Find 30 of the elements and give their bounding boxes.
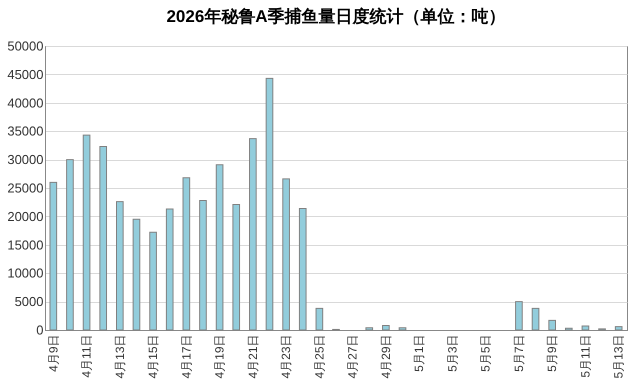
y-tick-label: 50000 bbox=[7, 38, 44, 54]
y-tick-label: 30000 bbox=[7, 152, 44, 168]
y-tick-label: 0 bbox=[36, 322, 44, 338]
y-tick-label: 10000 bbox=[7, 266, 44, 281]
y-tick-label: 35000 bbox=[7, 124, 44, 139]
x-tick-label: 4月21日 bbox=[246, 334, 260, 379]
x-tick-label: 5月5日 bbox=[478, 334, 493, 372]
y-tick-label: 15000 bbox=[7, 237, 44, 252]
x-tick-label: 5月3日 bbox=[445, 334, 460, 372]
x-tick-label: 4月27日 bbox=[346, 334, 360, 379]
y-tick-label: 25000 bbox=[7, 180, 44, 196]
x-tick-label: 4月15日 bbox=[146, 334, 160, 379]
y-tick-label: 45000 bbox=[7, 66, 44, 82]
x-tick-label: 4月29日 bbox=[378, 334, 393, 379]
x-tick-label: 4月25日 bbox=[312, 334, 326, 379]
x-tick-label: 5月9日 bbox=[545, 334, 560, 372]
chart-title: 2026年秘鲁A季捕鱼量日度统计（单位：吨） bbox=[166, 7, 506, 26]
x-tick-label: 5月7日 bbox=[512, 334, 526, 372]
x-tick-label: 4月19日 bbox=[212, 334, 227, 379]
x-tick-label: 5月1日 bbox=[412, 334, 426, 372]
x-tick-label: 4月23日 bbox=[279, 334, 294, 379]
x-tick-label: 4月17日 bbox=[179, 334, 194, 379]
x-tick-label: 4月9日 bbox=[46, 334, 60, 372]
x-tick-label: 4月13日 bbox=[112, 334, 127, 379]
y-tick-label: 5000 bbox=[14, 294, 44, 310]
y-tick-label: 40000 bbox=[7, 95, 44, 110]
x-tick-label: 5月11日 bbox=[578, 334, 592, 378]
x-tick-label: 5月13日 bbox=[612, 334, 626, 379]
x-tick-label: 4月11日 bbox=[80, 334, 94, 378]
y-tick-label: 20000 bbox=[7, 208, 44, 224]
